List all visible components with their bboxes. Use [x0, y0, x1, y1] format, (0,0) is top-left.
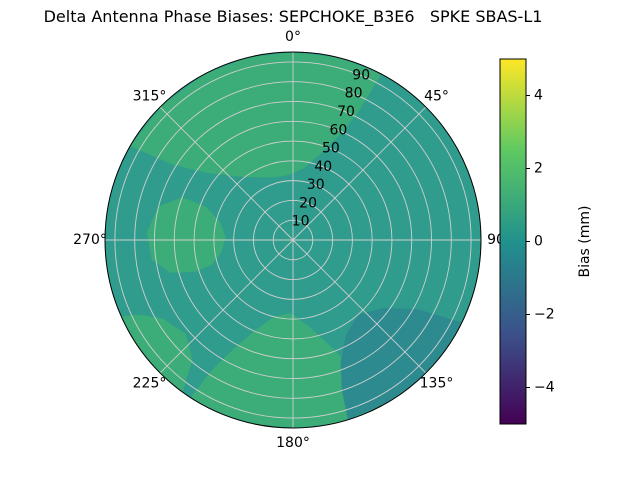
grid-spoke [159, 239, 294, 374]
colorbar [499, 58, 527, 425]
radius-tick-label: 90 [352, 68, 370, 84]
theta-tick-label: 225° [133, 376, 167, 392]
contour-regions [121, 52, 462, 428]
chart-title: Delta Antenna Phase Biases: SEPCHOKE_B3E… [43, 7, 543, 26]
colorbar-tick-label: 0 [534, 234, 543, 250]
radius-tick-label: 20 [299, 195, 317, 211]
radius-tick-label: 70 [337, 104, 355, 120]
grid-spoke [292, 239, 427, 374]
radius-tick-label: 10 [292, 214, 310, 230]
grid-spoke [292, 106, 427, 241]
colorbar-tick-label: 4 [534, 88, 543, 104]
contour-region-left-green-patch [146, 197, 226, 273]
colorbar-axis-label: Bias (mm) [577, 205, 593, 277]
theta-tick-label: 180° [276, 435, 310, 451]
contour-region-bottom-right-dark-patch [340, 307, 462, 420]
radius-tick-label: 50 [322, 141, 340, 157]
colorbar-tick-label: 2 [534, 161, 543, 177]
radius-tick-label: 30 [307, 177, 325, 193]
colorbar-tick-label: −2 [534, 307, 555, 323]
theta-tick-label: 0° [285, 29, 301, 45]
radius-tick-label: 40 [314, 159, 332, 175]
radius-tick-label: 60 [329, 122, 347, 138]
theta-tick-label: 135° [420, 376, 454, 392]
colorbar-tick-label: −4 [534, 380, 555, 396]
grid-spoke [159, 106, 294, 241]
contour-region-bottom-green-patch [190, 313, 382, 428]
theta-tick-label: 45° [424, 89, 449, 105]
polar-boundary [104, 51, 482, 429]
theta-tick-label: 315° [133, 89, 167, 105]
radius-tick-label: 80 [345, 86, 363, 102]
theta-tick-label: 270° [73, 232, 107, 248]
